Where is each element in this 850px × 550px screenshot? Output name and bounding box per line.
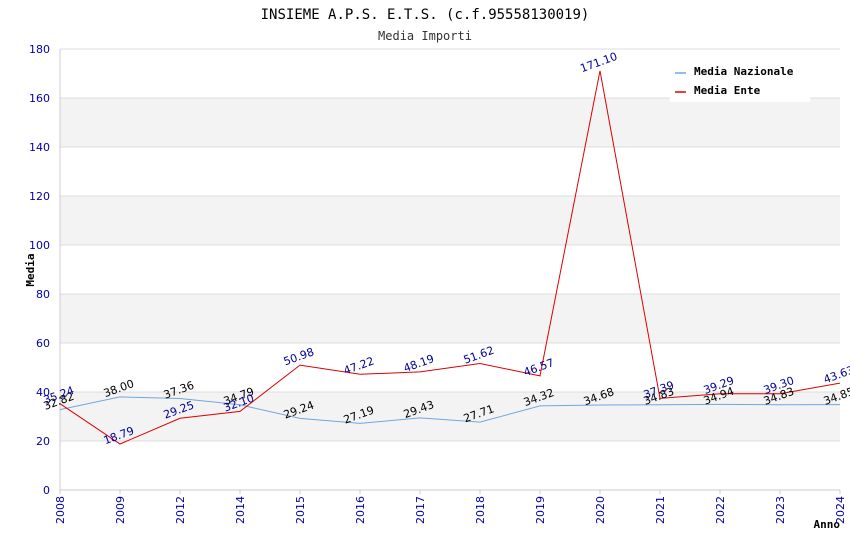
grid-band xyxy=(60,196,840,245)
x-tick-label: 2018 xyxy=(474,496,487,524)
y-tick-label: 140 xyxy=(29,141,50,154)
y-tick-label: 180 xyxy=(29,43,50,56)
x-tick-label: 2021 xyxy=(654,496,667,524)
y-axis-label: Media xyxy=(24,253,37,286)
x-tick-label: 2009 xyxy=(114,496,127,524)
legend-box xyxy=(670,60,810,102)
y-tick-label: 20 xyxy=(36,435,50,448)
legend-label-media-nazionale: Media Nazionale xyxy=(694,65,794,78)
y-tick-label: 100 xyxy=(29,239,50,252)
grid-band xyxy=(60,392,840,441)
x-tick-label: 2024 xyxy=(834,496,847,524)
x-tick-label: 2019 xyxy=(534,496,547,524)
y-tick-label: 60 xyxy=(36,337,50,350)
x-tick-label: 2017 xyxy=(414,496,427,524)
x-tick-label: 2012 xyxy=(174,496,187,524)
y-tick-label: 80 xyxy=(36,288,50,301)
y-tick-labels: 0 20 40 60 80 100 120 140 160 180 xyxy=(29,43,50,497)
y-tick-label: 40 xyxy=(36,386,50,399)
x-tick-label: 2016 xyxy=(354,496,367,524)
x-tick-labels: 2008 2009 2012 2014 2015 2016 2017 2018 2019 2020… xyxy=(54,496,847,524)
x-tick-label: 2015 xyxy=(294,496,307,524)
y-tick-label: 0 xyxy=(43,484,50,497)
legend: Media Nazionale Media Ente xyxy=(670,60,810,102)
y-tick-label: 120 xyxy=(29,190,50,203)
x-tick-label: 2020 xyxy=(594,496,607,524)
axes xyxy=(59,49,841,494)
grid-band xyxy=(60,294,840,343)
chart-title: INSIEME A.P.S. E.T.S. (c.f.95558130019) xyxy=(261,7,590,23)
x-tick-label: 2023 xyxy=(774,496,787,524)
x-tick-label: 2022 xyxy=(714,496,727,524)
series-line-media-nazionale xyxy=(59,396,841,424)
data-label: 50.98 xyxy=(282,345,316,368)
series-line-media-ente xyxy=(59,70,841,445)
x-axis-label: Anno xyxy=(814,518,841,531)
data-label: 171.10 xyxy=(578,50,619,75)
y-tick-label: 160 xyxy=(29,92,50,105)
chart-subtitle: Media Importi xyxy=(378,29,472,43)
x-tick-label: 2014 xyxy=(234,496,247,524)
series-lines xyxy=(59,70,841,445)
grid-band xyxy=(60,98,840,147)
x-tick-label: 2008 xyxy=(54,496,67,524)
legend-label-media-ente: Media Ente xyxy=(694,84,761,97)
data-label: 43.63 xyxy=(822,363,850,386)
grid-bands xyxy=(60,98,840,441)
